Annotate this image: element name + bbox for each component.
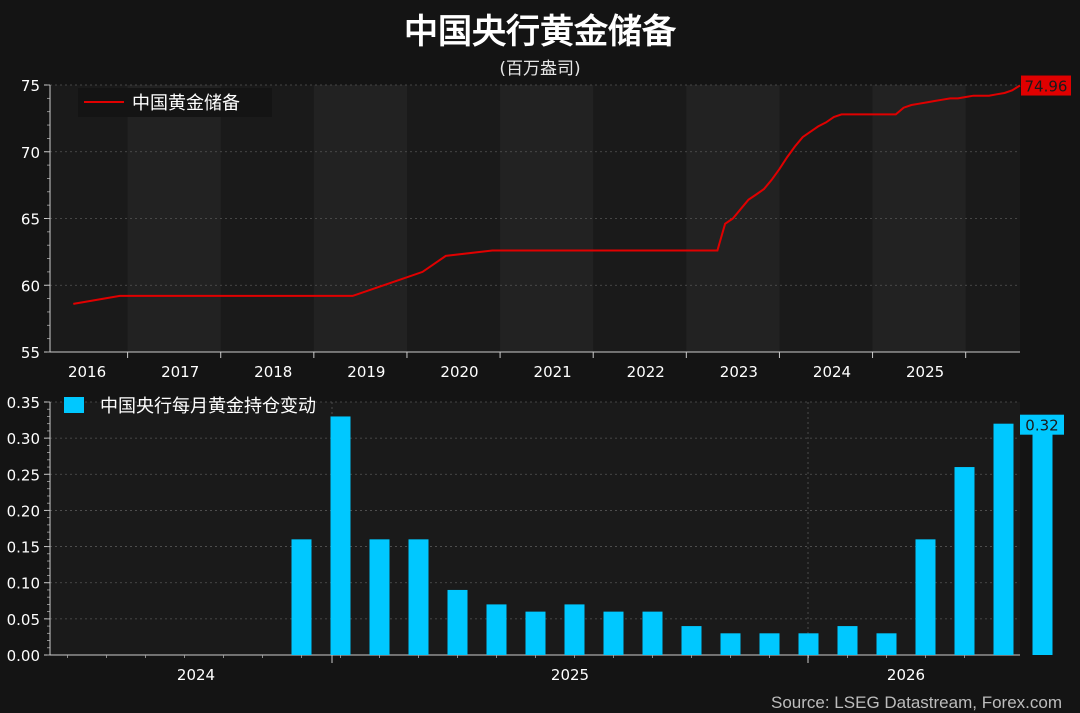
bar [876,633,897,655]
monthly-change-bar-chart: 0.00 0.05 0.10 0.15 0.20 0.25 0.30 0.35 2024 2025… [7,394,1064,684]
y-tick-label: 0.20 [7,502,40,520]
gold-reserves-line [73,84,1021,305]
bar [720,633,741,655]
gold-reserves-line-chart: 55 60 65 70 75 2016 2017 2018 2019 2020 2021 2022 20… [21,75,1071,381]
x-tick-label: 2018 [254,363,292,381]
bar [564,604,585,655]
bar [525,611,546,655]
x-tick-label: 2024 [177,666,215,684]
last-value-label: 74.96 [1025,78,1068,96]
bar [915,539,936,655]
x-tick-label: 2022 [627,363,665,381]
x-tick-label: 2021 [534,363,572,381]
bar [447,589,468,655]
y-tick-label: 0.00 [7,647,40,665]
legend-label: 中国黄金储备 [132,93,240,114]
bar [603,611,624,655]
legend-label: 中国央行每月黄金持仓变动 [100,396,316,417]
x-tick-label: 2025 [906,363,944,381]
chart-subtitle: (百万盎司) [499,59,581,79]
y-tick-label: 0.10 [7,575,40,593]
bar [837,626,858,655]
y-tick-label: 0.25 [7,466,40,484]
bar [486,604,507,655]
bar [1032,423,1053,655]
y-tick-label: 65 [21,211,40,229]
x-tick-label: 2016 [68,363,106,381]
legend-bar-swatch [64,397,84,413]
x-tick-label: 2019 [347,363,385,381]
y-tick-label: 0.05 [7,611,40,629]
x-tick-label: 2026 [887,666,925,684]
bar [369,539,390,655]
bar [993,423,1014,655]
bar [759,633,780,655]
bar [642,611,663,655]
last-value-label: 0.32 [1025,417,1058,435]
x-tick-label: 2017 [161,363,199,381]
bar [798,633,819,655]
bar [681,626,702,655]
bar [954,467,975,655]
source-note: Source: LSEG Datastream, Forex.com [771,693,1062,712]
x-tick-label: 2023 [720,363,758,381]
y-tick-label: 0.15 [7,539,40,557]
last-value-badge [1021,75,1071,96]
x-tick-label: 2025 [551,666,589,684]
y-tick-label: 0.30 [7,430,40,448]
chart-title: 中国央行黄金储备 [404,12,676,52]
y-tick-label: 0.35 [7,394,40,412]
y-tick-label: 60 [21,277,40,295]
bar [408,539,429,655]
bar [291,539,312,655]
y-tick-label: 75 [21,77,40,95]
y-tick-label: 70 [21,144,40,162]
bar [330,416,351,655]
last-value-badge [1020,414,1064,435]
x-tick-label: 2024 [813,363,851,381]
y-tick-label: 55 [21,344,40,362]
x-tick-label: 2020 [440,363,478,381]
